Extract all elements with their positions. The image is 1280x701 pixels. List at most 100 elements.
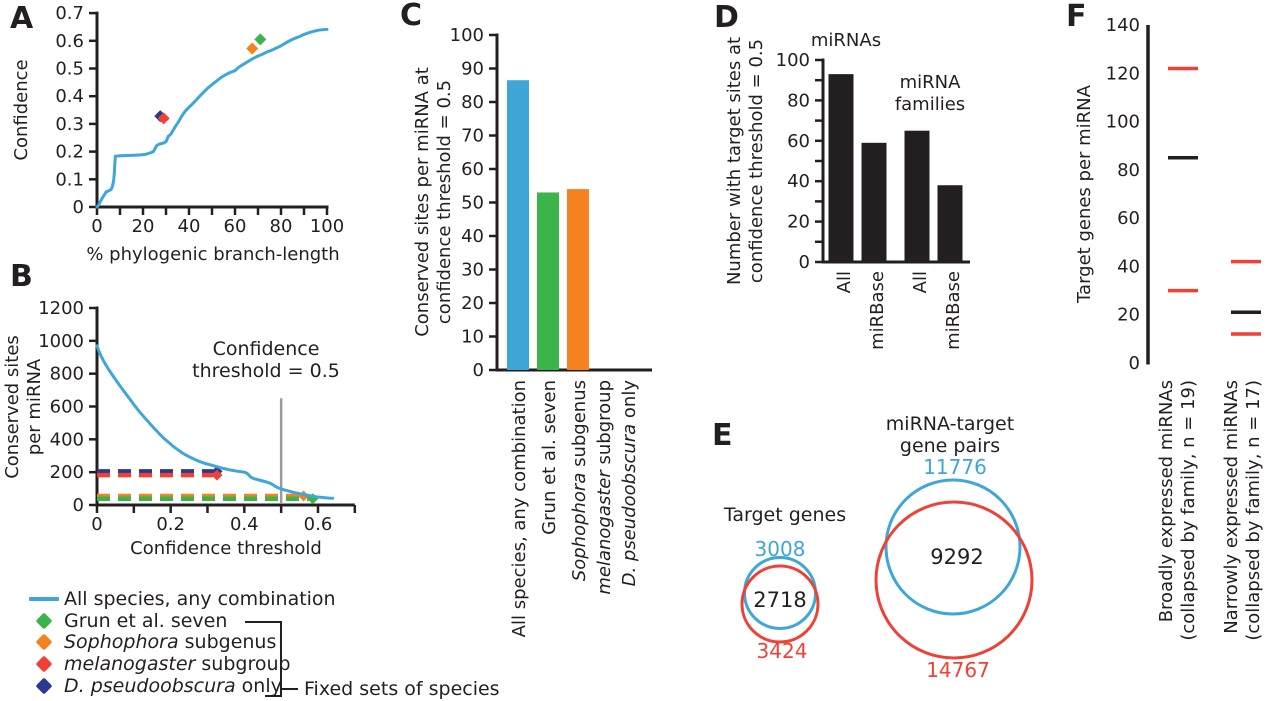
- y-tick-label: 50: [461, 193, 484, 214]
- y-tick-label: 60: [787, 131, 810, 152]
- y-axis-title: Conserved sites per miRNA at: [412, 67, 433, 337]
- x-tick-label: 0.6: [304, 514, 333, 535]
- legend-marker-box: [24, 612, 64, 630]
- category-label: Broadly expressed miRNAs: [1156, 380, 1177, 622]
- panel-f-chart: 0 20 40 60 80 100 120 140 Broadly expressed miRN…: [1074, 15, 1264, 641]
- marker-sophophora: [246, 42, 259, 55]
- y-tick-label: 800: [50, 364, 84, 385]
- category-label: (collapsed by family, n = 19): [1178, 380, 1199, 641]
- bar-all-2: [904, 130, 930, 262]
- y-tick-label: 140: [1106, 15, 1140, 36]
- x-axis-title: % phylogenic branch-length: [86, 244, 339, 265]
- diamond-swatch-icon: [35, 677, 53, 695]
- panel-b-legend: All species, any combination Grun et al.…: [24, 588, 336, 697]
- y-axis-title: per miRNA: [24, 358, 45, 455]
- x-tick-label: 20: [132, 216, 155, 237]
- y-tick-label: 0.7: [55, 3, 84, 24]
- y-tick-label: 1200: [38, 298, 84, 319]
- x-tick-label: 80: [270, 216, 293, 237]
- y-tick-label: 80: [787, 90, 810, 111]
- legend-item-label: Grun et al. seven: [64, 609, 228, 632]
- y-axis-title: Number with target sites at: [724, 37, 745, 285]
- legend-item-sophophora: Sophophora subgenus: [24, 631, 336, 653]
- y-tick-label: 0.6: [55, 31, 84, 52]
- y-axis-title: confidence threshold = 0.5: [746, 39, 767, 283]
- diamond-swatch-icon: [35, 633, 53, 651]
- diamond-marker: [211, 469, 223, 481]
- venn-title: Target genes: [723, 504, 846, 526]
- panel-label-a: A: [10, 1, 34, 36]
- category-label: melanogaster subgroup: [594, 380, 615, 595]
- annotation-line: threshold = 0.5: [192, 360, 340, 382]
- y-tick-label: 10: [461, 327, 484, 348]
- category-label: All: [834, 271, 855, 293]
- y-tick-label: 0: [73, 197, 84, 218]
- venn-count-red: 3424: [757, 639, 808, 663]
- y-tick-label: 30: [461, 260, 484, 281]
- x-tick-label: 40: [178, 216, 201, 237]
- y-tick-label: 600: [50, 396, 84, 417]
- legend-item-label: D. pseudoobscura only: [64, 674, 282, 697]
- venn-circle-red: [740, 564, 820, 644]
- venn-count-overlap: 2718: [753, 588, 806, 612]
- category-label: Narrowly expressed miRNAs: [1221, 380, 1242, 634]
- x-axis-title: Confidence threshold: [130, 538, 322, 559]
- venn-title: gene pairs: [900, 435, 1000, 457]
- panel-d-chart: 0 20 40 60 80 100 All miRBase All miRBase miRNAs mi…: [724, 30, 970, 350]
- venn-circle-blue: [884, 478, 1022, 616]
- y-tick-label: 40: [1117, 256, 1140, 277]
- y-axis-title: Target genes per miRNA: [1074, 84, 1095, 304]
- y-tick-label: 80: [1117, 160, 1140, 181]
- panel-label-e: E: [712, 418, 733, 453]
- y-tick-label: 100: [1106, 112, 1140, 133]
- y-tick-label: 0: [73, 495, 84, 516]
- category-label: D. pseudoobscura only: [619, 380, 640, 587]
- y-tick-label: 80: [461, 92, 484, 113]
- y-tick-label: 60: [1117, 208, 1140, 229]
- y-tick-label: 0.1: [55, 169, 84, 190]
- marker-grun: [254, 33, 267, 46]
- y-axis-title: Confidence: [11, 59, 32, 160]
- y-tick-label: 0.5: [55, 59, 84, 80]
- x-tick-label: 100: [310, 216, 344, 237]
- y-axis-title: Conserved sites: [2, 335, 23, 479]
- marker-melanogaster: [157, 112, 170, 125]
- y-tick-label: 0: [1129, 353, 1140, 374]
- panel-b-chart: 0 0.2 0.4 0.6 0 200 400 600 800 1000 1200 Confidenc…: [2, 298, 357, 559]
- line-swatch-icon: [29, 596, 59, 601]
- bracket-line: [245, 621, 282, 697]
- legend-item-label: Sophophora subgenus: [64, 631, 277, 654]
- legend-marker-box: [24, 633, 64, 651]
- y-tick-label: 0.4: [55, 86, 84, 107]
- y-tick-label: 400: [50, 429, 84, 450]
- y-tick-label: 60: [461, 159, 484, 180]
- y-tick-label: 40: [461, 226, 484, 247]
- y-tick-label: 1000: [38, 331, 84, 352]
- y-tick-label: 120: [1106, 63, 1140, 84]
- category-label: Sophophora subgenus: [569, 380, 590, 581]
- x-tick-label: 0.2: [156, 514, 185, 535]
- bar-mirbase-1: [861, 142, 887, 262]
- category-label: (collapsed by family, n = 17): [1243, 380, 1264, 641]
- legend-marker-box: [24, 596, 64, 601]
- category-label: miRBase: [867, 271, 888, 350]
- y-tick-label: 0: [473, 360, 484, 381]
- y-tick-label: 0.3: [55, 114, 84, 135]
- venn-count-blue: 3008: [755, 537, 806, 561]
- legend-marker-box: [24, 677, 64, 695]
- y-tick-label: 20: [461, 293, 484, 314]
- confidence-curve: [95, 27, 329, 209]
- legend-item-pseudoobscura: D. pseudoobscura only: [24, 675, 336, 697]
- category-label: miRBase: [943, 271, 964, 350]
- y-tick-label: 40: [787, 171, 810, 192]
- panel-a-chart: 0 20 40 60 80 100 0 0.1 0.2 0.3 0.4 0.5 0.6 0.7 % phyl…: [11, 3, 344, 265]
- bar-0: [507, 80, 529, 370]
- y-tick-label: 20: [787, 212, 810, 233]
- legend-item-label: melanogaster subgroup: [64, 652, 291, 675]
- y-tick-label: 200: [50, 462, 84, 483]
- group-label: miRNAs: [811, 30, 881, 51]
- annotation-line: Confidence: [213, 338, 320, 360]
- y-axis-title: confidence threshold = 0.5: [434, 80, 455, 324]
- y-tick-label: 70: [461, 126, 484, 147]
